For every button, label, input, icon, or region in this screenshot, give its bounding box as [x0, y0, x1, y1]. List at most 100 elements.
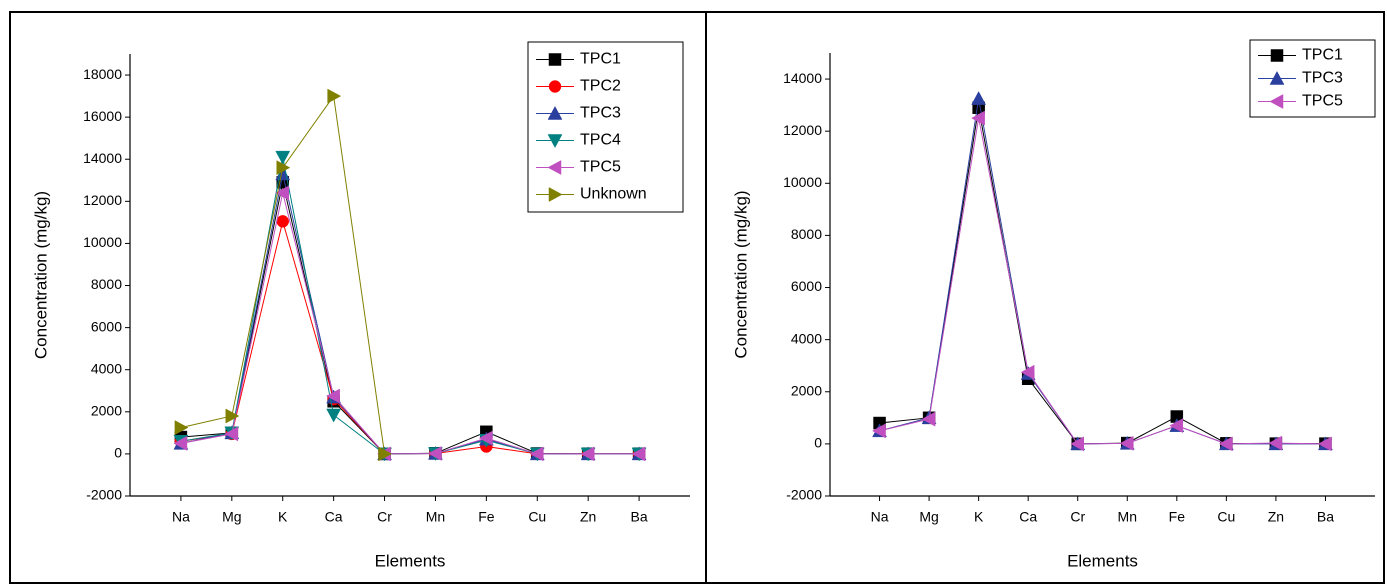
y-tick-label: -2000 — [786, 487, 822, 503]
y-tick-label: 0 — [814, 435, 822, 451]
y-tick-label: 16000 — [83, 108, 122, 124]
y-tick-label: 0 — [114, 445, 122, 461]
data-point — [378, 446, 393, 462]
x-tick-label: Ba — [631, 509, 648, 525]
data-point — [276, 215, 289, 228]
x-tick-label: K — [974, 509, 984, 525]
legend-marker — [548, 187, 563, 202]
data-point — [1218, 436, 1233, 452]
data-point — [326, 408, 342, 423]
series-line — [879, 107, 1326, 445]
x-tick-label: Ca — [1019, 509, 1037, 525]
data-point — [1317, 436, 1332, 452]
y-tick-label: 10000 — [83, 234, 122, 250]
legend-label: TPC5 — [1302, 93, 1343, 110]
legend-label: TPC1 — [1302, 47, 1343, 64]
y-tick-label: 2000 — [91, 403, 122, 419]
data-point — [478, 430, 493, 446]
data-point — [1268, 435, 1283, 451]
data-point — [971, 91, 987, 105]
x-tick-label: Zn — [1268, 509, 1284, 525]
x-tick-label: Na — [871, 509, 889, 525]
y-tick-label: 4000 — [791, 330, 822, 346]
y-tick-label: 10000 — [783, 174, 822, 190]
x-tick-label: Na — [172, 509, 190, 525]
legend-label: TPC5 — [580, 159, 621, 176]
legend-marker — [548, 80, 562, 93]
y-tick-label: 2000 — [791, 382, 822, 398]
frame — [9, 11, 1385, 584]
x-tick-label: K — [278, 509, 288, 525]
series-line — [180, 173, 640, 455]
x-tick-label: Ca — [325, 509, 343, 525]
legend-label: TPC2 — [580, 78, 621, 95]
data-point — [1070, 436, 1084, 452]
legend-marker — [1269, 70, 1285, 85]
data-point — [580, 446, 595, 462]
x-tick-label: Fe — [1169, 509, 1186, 525]
data-point — [1119, 435, 1134, 451]
x-tick-label: Cr — [377, 509, 392, 525]
y-tick-label: 12000 — [83, 192, 122, 208]
y-tick-label: 18000 — [83, 66, 122, 82]
data-point — [276, 160, 291, 176]
y-tick-label: -2000 — [86, 487, 122, 503]
data-point — [872, 423, 886, 439]
legend-marker — [547, 134, 563, 149]
data-point — [1020, 364, 1035, 380]
y-axis-label: Concentration (mg/kg) — [31, 191, 50, 359]
y-tick-label: 4000 — [91, 360, 122, 376]
data-point — [275, 185, 289, 201]
legend-label: TPC1 — [580, 51, 621, 68]
x-tick-label: Mg — [222, 509, 241, 525]
x-axis-label: Elements — [375, 551, 446, 570]
data-point — [275, 150, 291, 165]
y-tick-label: 12000 — [783, 122, 822, 138]
y-tick-label: 6000 — [91, 318, 122, 334]
legend-label: TPC3 — [580, 105, 621, 122]
x-tick-label: Fe — [478, 509, 495, 525]
y-tick-label: 8000 — [791, 226, 822, 242]
data-point — [224, 426, 239, 442]
data-point — [174, 420, 189, 436]
x-tick-label: Cu — [1217, 509, 1235, 525]
data-point — [529, 446, 544, 462]
series-line — [180, 182, 640, 455]
x-tick-label: Ba — [1317, 509, 1334, 525]
legend-label: TPC3 — [1302, 70, 1343, 87]
legend-marker — [547, 105, 563, 120]
y-tick-label: 6000 — [791, 278, 822, 294]
data-point — [1169, 418, 1184, 434]
x-tick-label: Cu — [528, 509, 546, 525]
x-tick-label: Mn — [1118, 509, 1137, 525]
data-point — [921, 411, 936, 427]
x-tick-label: Mn — [426, 509, 445, 525]
series-line — [879, 118, 1326, 445]
legend-marker — [547, 160, 562, 175]
y-tick-label: 14000 — [783, 70, 822, 86]
data-point — [326, 388, 340, 404]
series-line — [879, 98, 1326, 445]
data-point — [225, 408, 240, 424]
x-tick-label: Cr — [1070, 509, 1085, 525]
data-point — [427, 446, 442, 461]
series-line — [180, 94, 386, 454]
legend-box — [527, 41, 684, 213]
series-line — [180, 192, 640, 455]
data-point — [327, 88, 342, 104]
x-tick-label: Zn — [580, 509, 596, 525]
legend-marker — [1269, 94, 1284, 109]
x-axis-label: Elements — [1067, 551, 1138, 570]
x-tick-label: Mg — [919, 509, 938, 525]
y-axis-label: Concentration (mg/kg) — [731, 190, 750, 358]
y-tick-label: 8000 — [91, 276, 122, 292]
legend-label: TPC4 — [580, 132, 621, 149]
legend-label: Unknown — [580, 186, 647, 203]
data-point — [173, 435, 188, 451]
y-tick-label: 14000 — [83, 150, 122, 166]
data-point — [971, 110, 985, 126]
data-point — [631, 446, 646, 462]
legend-marker — [548, 53, 562, 66]
